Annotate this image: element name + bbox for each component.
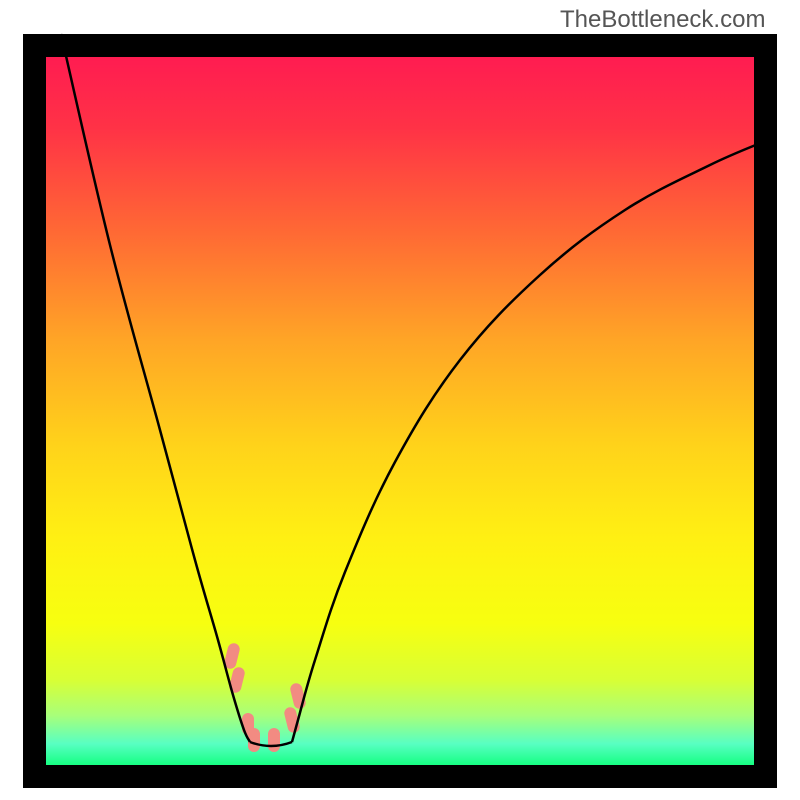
- chart-frame: [23, 34, 46, 788]
- chart-frame: [754, 34, 777, 788]
- chart-frame: [23, 34, 777, 57]
- plot-gradient: [46, 57, 754, 765]
- watermark: TheBottleneck.com: [560, 6, 765, 34]
- chart-frame: [23, 765, 777, 788]
